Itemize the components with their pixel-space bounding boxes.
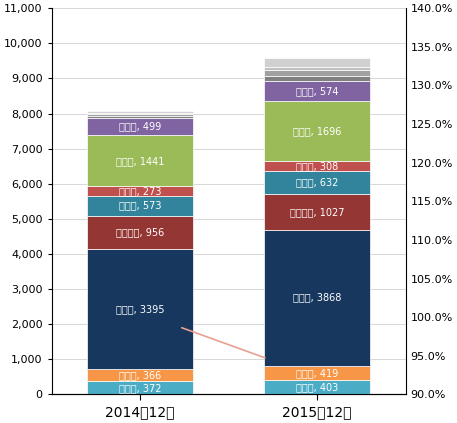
Bar [264, 230, 370, 365]
Bar [264, 81, 370, 101]
Text: 愛知県, 573: 愛知県, 573 [119, 201, 161, 211]
Bar [87, 186, 193, 195]
Bar [87, 114, 193, 116]
Bar [87, 113, 193, 114]
Bar [264, 380, 370, 394]
Text: 東京都, 3395: 東京都, 3395 [116, 304, 165, 314]
Bar [264, 58, 370, 67]
Bar [264, 161, 370, 171]
Bar [87, 116, 193, 118]
Text: 神奈川県, 1027: 神奈川県, 1027 [290, 207, 345, 217]
Text: 神奈川県, 956: 神奈川県, 956 [116, 228, 165, 237]
Bar [87, 135, 193, 186]
Text: 大阪府, 1441: 大阪府, 1441 [116, 156, 165, 166]
Bar [87, 216, 193, 249]
Text: 兵庫県, 499: 兵庫県, 499 [119, 122, 161, 132]
Bar [87, 195, 193, 216]
Bar [87, 118, 193, 135]
Bar [87, 368, 193, 382]
Text: 東京都, 3868: 東京都, 3868 [293, 293, 341, 302]
Bar [264, 70, 370, 76]
Text: 千葉県, 366: 千葉県, 366 [119, 370, 161, 380]
Bar [264, 67, 370, 70]
Text: 京都府, 308: 京都府, 308 [296, 161, 338, 171]
Bar [264, 171, 370, 194]
Bar [264, 194, 370, 230]
Text: 大阪府, 1696: 大阪府, 1696 [293, 126, 341, 136]
Text: 埼玉県, 372: 埼玉県, 372 [119, 383, 161, 393]
Text: 千葉県, 419: 千葉県, 419 [296, 368, 338, 378]
Bar [264, 76, 370, 81]
Text: 愛知県, 632: 愛知県, 632 [296, 178, 338, 187]
Text: 京都府, 273: 京都府, 273 [119, 186, 161, 196]
Bar [264, 365, 370, 380]
Bar [87, 111, 193, 113]
Text: 埼玉県, 403: 埼玉県, 403 [296, 382, 338, 393]
Bar [264, 101, 370, 161]
Text: 兵庫県, 574: 兵庫県, 574 [296, 86, 338, 96]
Bar [87, 382, 193, 394]
Bar [87, 249, 193, 368]
